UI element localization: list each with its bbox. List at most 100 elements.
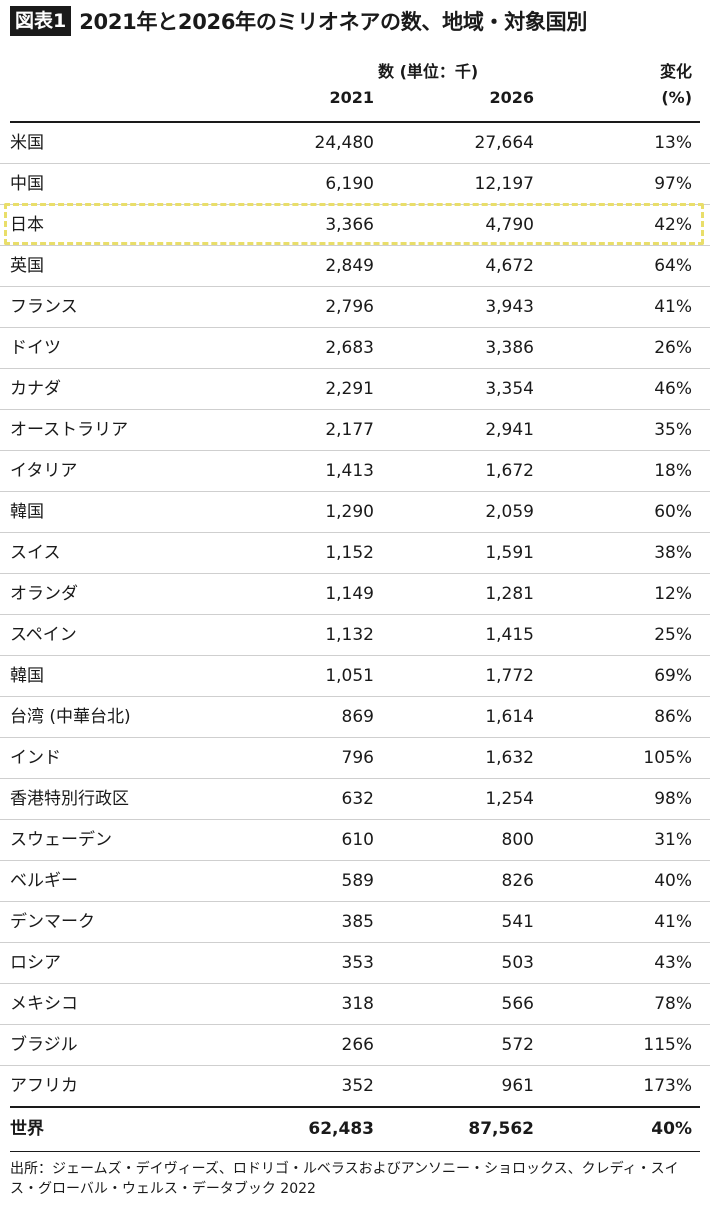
value-2021-cell: 610 <box>341 830 374 850</box>
country-cell: ロシア <box>10 953 61 973</box>
value-2021-cell: 1,290 <box>325 502 374 522</box>
change-cell: 86% <box>654 707 692 727</box>
change-cell: 35% <box>654 420 692 440</box>
change-cell: 105% <box>643 748 692 768</box>
value-2026-cell: 800 <box>501 830 534 850</box>
column-header-2026: 2026 <box>489 88 534 107</box>
country-cell: メキシコ <box>10 994 78 1014</box>
table-row: アフリカ 352 961 173% <box>0 1066 710 1107</box>
value-2021-cell: 1,132 <box>325 625 374 645</box>
column-header-change: 変化 <box>659 62 692 81</box>
header-rule <box>10 121 700 123</box>
value-2026-cell: 1,772 <box>485 666 534 686</box>
value-2026-cell: 3,386 <box>485 338 534 358</box>
source-note: 出所：ジェームズ・デイヴィーズ、ロドリゴ・ルベラスおよびアンソニー・ショロックス… <box>10 1161 679 1197</box>
change-cell: 12% <box>654 584 692 604</box>
country-cell: デンマーク <box>10 912 95 932</box>
data-table: 米国 24,480 27,664 13% 中国 6,190 12,197 97% 日本 3,366… <box>0 123 710 1107</box>
total-change: 40% <box>651 1119 692 1139</box>
country-cell: 香港特別行政区 <box>10 789 129 809</box>
change-cell: 40% <box>654 871 692 891</box>
table-row: ブラジル 266 572 115% <box>0 1025 710 1066</box>
column-header-change-unit: (%) <box>661 88 692 107</box>
value-2026-cell: 3,354 <box>485 379 534 399</box>
change-cell: 18% <box>654 461 692 481</box>
country-cell: イタリア <box>10 461 78 481</box>
value-2026-cell: 4,790 <box>485 215 534 235</box>
change-cell: 31% <box>654 830 692 850</box>
table-row: 中国 6,190 12,197 97% <box>0 164 710 205</box>
table-row: スイス 1,152 1,591 38% <box>0 533 710 574</box>
value-2021-cell: 2,849 <box>325 256 374 276</box>
change-cell: 41% <box>654 912 692 932</box>
value-2021-cell: 6,190 <box>325 174 374 194</box>
value-2026-cell: 27,664 <box>474 133 534 153</box>
value-2021-cell: 632 <box>341 789 374 809</box>
value-2026-cell: 2,059 <box>485 502 534 522</box>
country-cell: ブラジル <box>10 1035 78 1055</box>
country-cell: 韓国 <box>10 502 44 522</box>
value-2021-cell: 1,051 <box>325 666 374 686</box>
table-row: 香港特別行政区 632 1,254 98% <box>0 779 710 820</box>
change-cell: 97% <box>654 174 692 194</box>
value-2026-cell: 12,197 <box>474 174 534 194</box>
change-cell: 173% <box>643 1076 692 1096</box>
change-cell: 42% <box>654 215 692 235</box>
value-2021-cell: 1,413 <box>325 461 374 481</box>
country-cell: 英国 <box>10 256 44 276</box>
change-cell: 60% <box>654 502 692 522</box>
value-2021-cell: 2,291 <box>325 379 374 399</box>
table-row: デンマーク 385 541 41% <box>0 902 710 943</box>
total-value-2021: 62,483 <box>308 1119 374 1139</box>
country-cell: フランス <box>10 297 78 317</box>
value-2026-cell: 541 <box>501 912 534 932</box>
value-2021-cell: 352 <box>341 1076 374 1096</box>
table-row: 韓国 1,290 2,059 60% <box>0 492 710 533</box>
total-value-2026: 87,562 <box>468 1119 534 1139</box>
country-cell: スウェーデン <box>10 830 112 850</box>
table-row: スペイン 1,132 1,415 25% <box>0 615 710 656</box>
country-cell: オランダ <box>10 584 78 604</box>
value-2021-cell: 318 <box>341 994 374 1014</box>
value-2026-cell: 1,281 <box>485 584 534 604</box>
value-2026-cell: 1,614 <box>485 707 534 727</box>
value-2021-cell: 24,480 <box>314 133 374 153</box>
country-cell: 中国 <box>10 174 44 194</box>
country-cell: 日本 <box>10 215 44 235</box>
value-2026-cell: 961 <box>501 1076 534 1096</box>
change-cell: 46% <box>654 379 692 399</box>
value-2021-cell: 266 <box>341 1035 374 1055</box>
table-row: ドイツ 2,683 3,386 26% <box>0 328 710 369</box>
value-2026-cell: 4,672 <box>485 256 534 276</box>
change-cell: 26% <box>654 338 692 358</box>
change-cell: 13% <box>654 133 692 153</box>
value-2021-cell: 2,683 <box>325 338 374 358</box>
value-2021-cell: 3,366 <box>325 215 374 235</box>
change-cell: 98% <box>654 789 692 809</box>
value-2026-cell: 2,941 <box>485 420 534 440</box>
value-2021-cell: 589 <box>341 871 374 891</box>
table-row: 日本 3,366 4,790 42% <box>0 205 710 246</box>
table-row: オランダ 1,149 1,281 12% <box>0 574 710 615</box>
country-cell: 米国 <box>10 133 44 153</box>
value-2026-cell: 566 <box>501 994 534 1014</box>
table-row: 英国 2,849 4,672 64% <box>0 246 710 287</box>
country-cell: スペイン <box>10 625 77 645</box>
country-cell: アフリカ <box>10 1076 78 1096</box>
change-cell: 41% <box>654 297 692 317</box>
table-row: メキシコ 318 566 78% <box>0 984 710 1025</box>
country-cell: 韓国 <box>10 666 44 686</box>
table-row: ロシア 353 503 43% <box>0 943 710 984</box>
country-cell: インド <box>10 748 61 768</box>
table-row: 韓国 1,051 1,772 69% <box>0 656 710 697</box>
country-cell: スイス <box>10 543 61 563</box>
figure-title-bar: 図表1 2021年と2026年のミリオネアの数、地域・対象国別 <box>10 6 587 36</box>
value-2021-cell: 2,796 <box>325 297 374 317</box>
table-row: フランス 2,796 3,943 41% <box>0 287 710 328</box>
value-2026-cell: 3,943 <box>485 297 534 317</box>
change-cell: 64% <box>654 256 692 276</box>
value-2026-cell: 1,672 <box>485 461 534 481</box>
value-2021-cell: 353 <box>341 953 374 973</box>
change-cell: 38% <box>654 543 692 563</box>
value-2026-cell: 572 <box>501 1035 534 1055</box>
